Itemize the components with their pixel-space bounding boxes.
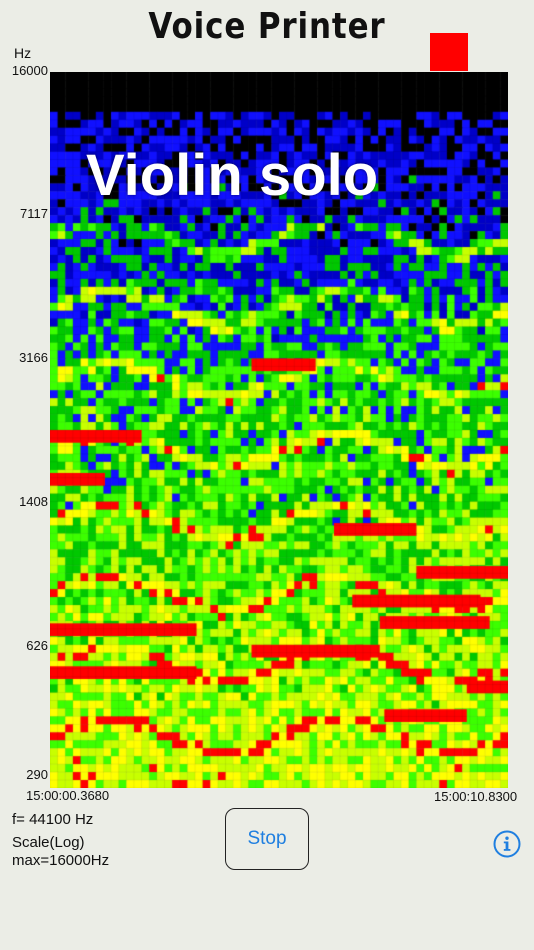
stop-button[interactable]: Stop bbox=[225, 808, 309, 870]
max-frequency-label: max=16000Hz bbox=[12, 852, 110, 869]
recording-indicator bbox=[430, 33, 468, 71]
spectrogram-overlay-label: Violin solo bbox=[86, 143, 379, 208]
info-circle-icon[interactable] bbox=[493, 830, 521, 858]
scale-label: Scale(Log) bbox=[12, 834, 85, 851]
y-tick-7117: 7117 bbox=[20, 206, 48, 221]
y-tick-290: 290 bbox=[26, 767, 48, 782]
y-tick-16000: 16000 bbox=[11, 63, 48, 78]
y-tick-3166: 3166 bbox=[19, 350, 48, 365]
y-tick-1408: 1408 bbox=[19, 494, 48, 509]
app-title: Voice Printer bbox=[148, 6, 386, 47]
y-tick-626: 626 bbox=[26, 638, 48, 653]
spectrogram-canvas bbox=[50, 72, 508, 788]
time-end-label: 15:00:10.8300 bbox=[434, 789, 518, 804]
time-start-label: 15:00:00.3680 bbox=[26, 788, 110, 803]
y-axis-unit: Hz bbox=[14, 45, 32, 61]
sample-rate-label: f= 44100 Hz bbox=[12, 811, 94, 828]
